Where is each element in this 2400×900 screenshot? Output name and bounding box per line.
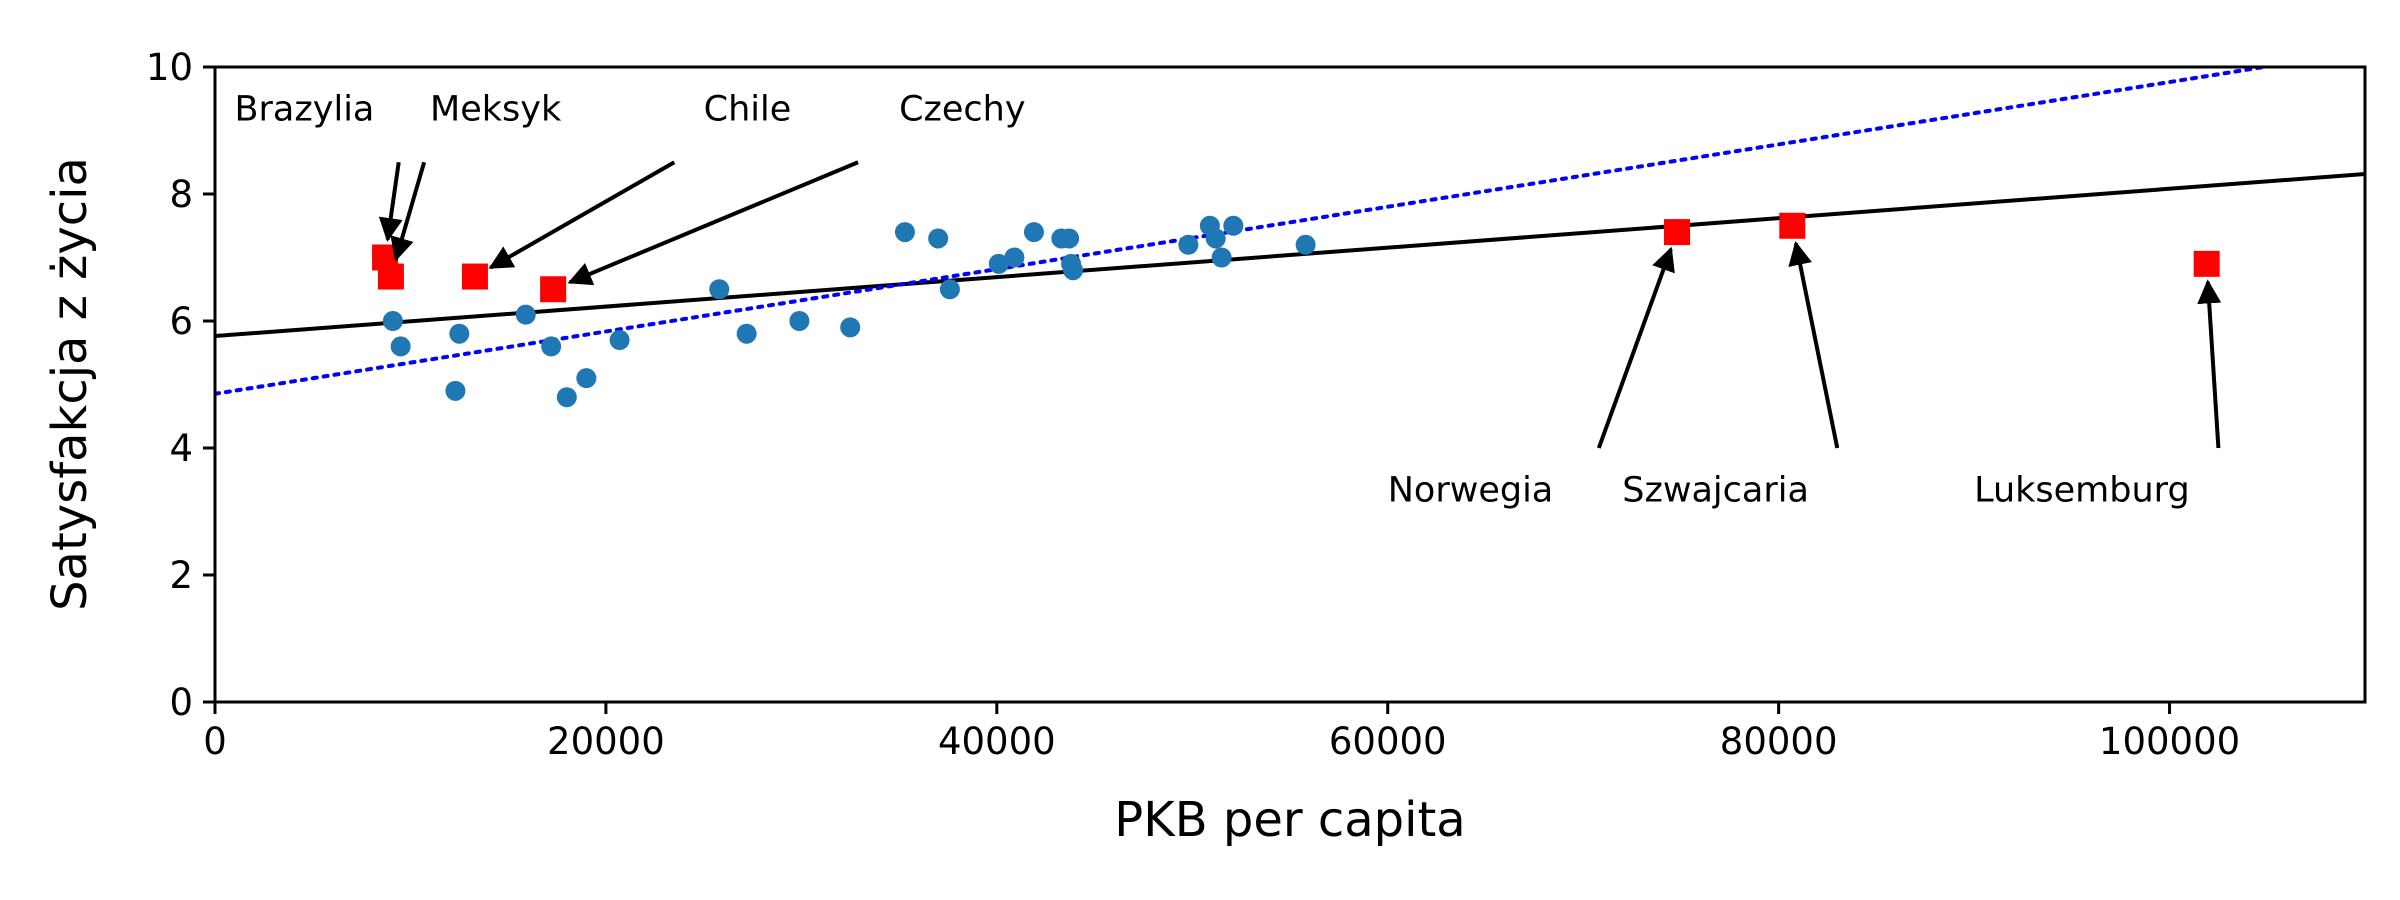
highlight-point [540, 276, 567, 303]
data-point [445, 380, 466, 401]
data-point [1059, 228, 1080, 249]
data-point [576, 368, 597, 389]
x-tick-label: 60000 [1329, 720, 1447, 763]
annotation-arrow [378, 161, 403, 243]
data-point [382, 311, 403, 331]
annotation-arrow [390, 161, 427, 262]
annotation-arrow [1788, 241, 1840, 449]
data-point [789, 311, 810, 331]
highlight-point [2193, 250, 2220, 277]
x-axis: 0 20000 40000 60000 80000 100000 [203, 702, 2240, 763]
annotation-label: Norwegia [1388, 471, 1554, 511]
x-tick-label: 0 [203, 720, 227, 763]
data-point [541, 336, 562, 357]
highlight-point [461, 263, 488, 290]
data-point [894, 222, 915, 243]
data-point [449, 323, 470, 344]
data-point [609, 330, 630, 351]
annotation-label: Czechy [899, 90, 1025, 130]
x-axis-label: PKB per capita [1114, 792, 1465, 848]
data-point [840, 317, 861, 338]
data-point [1211, 247, 1232, 268]
data-point [939, 279, 960, 300]
annotation-label: Brazylia [235, 90, 375, 130]
annotation-label: Chile [704, 90, 792, 130]
data-point [736, 323, 757, 344]
x-tick-label: 100000 [2099, 720, 2240, 763]
annotation-arrow [1596, 246, 1675, 449]
data-point [1205, 228, 1226, 249]
annotation-arrow [488, 160, 676, 270]
solid-regression-line [215, 172, 2365, 339]
y-tick-label: 6 [169, 300, 193, 343]
annotation-arrow [567, 160, 859, 286]
data-point [1023, 222, 1044, 243]
annotation-label: Luksemburg [1974, 471, 2190, 511]
y-axis-label: Satysfakcja z życia [42, 157, 98, 611]
annotation-label: Meksyk [430, 90, 562, 130]
y-tick-label: 0 [169, 681, 193, 724]
data-point [988, 253, 1009, 274]
y-axis: 0 2 4 6 8 10 [146, 46, 215, 724]
highlight-point [1779, 212, 1806, 239]
data-point [928, 228, 949, 249]
y-tick-label: 4 [169, 427, 193, 470]
data-point [1063, 260, 1084, 281]
data-point [709, 279, 730, 300]
plot-frame [213, 65, 2367, 704]
data-point [1295, 234, 1316, 255]
plot-area [215, 67, 2365, 408]
highlight-point [377, 263, 404, 290]
annotation-label: Szwajcaria [1622, 471, 1809, 511]
x-tick-label: 40000 [938, 720, 1056, 763]
data-point [1004, 247, 1025, 268]
y-tick-label: 8 [169, 173, 193, 216]
dotted-regression-line [215, 67, 2277, 396]
data-point [515, 304, 536, 325]
y-tick-label: 2 [169, 554, 193, 597]
annotations: Brazylia Meksyk Chile Czechy Norwegia Szwajca… [235, 90, 2222, 511]
annotation-arrow [2197, 279, 2222, 449]
x-tick-label: 20000 [547, 720, 665, 763]
x-tick-label: 80000 [1720, 720, 1838, 763]
data-point [556, 387, 577, 408]
data-point [390, 336, 411, 357]
data-point [1178, 234, 1199, 255]
highlight-point [1664, 219, 1690, 246]
y-tick-label: 10 [146, 46, 193, 89]
data-point [1223, 215, 1244, 236]
